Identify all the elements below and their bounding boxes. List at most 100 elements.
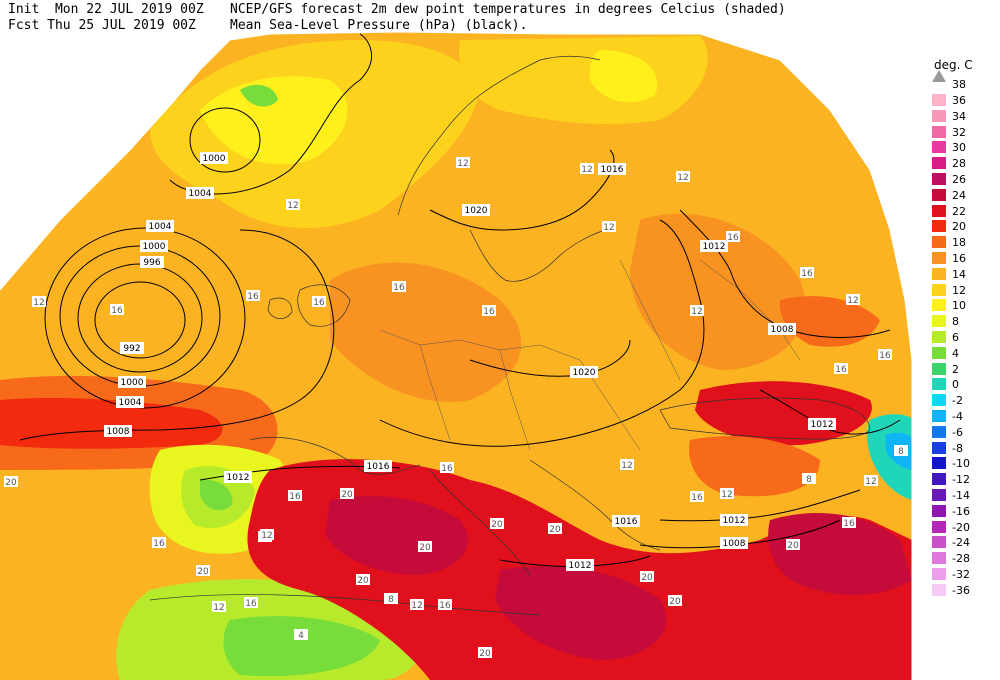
legend-title: deg. C (934, 58, 973, 72)
algeria-interior-dry (223, 616, 380, 677)
legend-swatch (932, 394, 946, 407)
isobar-label-text: 1012 (227, 473, 250, 483)
isobar-low-1004 (44, 227, 246, 409)
faroe-dry-patch (240, 84, 278, 107)
dewpoint-label-text: 12 (677, 173, 688, 183)
baltic-coast (469, 229, 606, 282)
legend-swatch (932, 267, 946, 280)
isobar-label-text: 1020 (465, 206, 488, 216)
dewpoint-label-text: 12 (261, 531, 272, 541)
dewpoint-label: 20 (340, 488, 354, 500)
legend-label: -32 (952, 568, 970, 581)
legend-swatch (932, 457, 946, 470)
dewpoint-label-text: 16 (483, 307, 495, 317)
ionian-humid-core (495, 566, 667, 660)
dewpoint-label-text: 20 (787, 541, 799, 551)
legend-swatch (932, 583, 946, 596)
dewpoint-label-text: 20 (479, 649, 491, 659)
isobar-label: 1020 (462, 204, 490, 216)
dewpoint-label-text: 8 (898, 447, 904, 457)
legend-label: -14 (952, 489, 970, 502)
legend-label: -20 (952, 520, 970, 534)
dewpoint-label-text: 12 (603, 223, 614, 233)
dewpoint-label-text: 20 (357, 576, 369, 586)
dewpoint-label-text: 12 (287, 201, 298, 211)
dewpoint-label: 20 (490, 518, 504, 530)
map-header: Init Mon 22 JUL 2019 00Z NCEP/GFS foreca… (8, 2, 908, 34)
dewpoint-label: 12 (846, 294, 860, 306)
dewpoint-label-text: 20 (419, 543, 431, 553)
dewpoint-label: 12 (456, 157, 470, 169)
dewpoint-label-text: 16 (879, 351, 891, 361)
legend-swatch (932, 425, 946, 438)
border-line-2 (419, 344, 451, 441)
dewpoint-label-text: 16 (801, 269, 813, 279)
dewpoint-label: 16 (842, 517, 856, 529)
isobar-label: 1000 (200, 152, 228, 164)
legend-label: 8 (952, 315, 959, 329)
legend-label: -28 (952, 552, 970, 566)
legend-label: -10 (952, 457, 970, 471)
isobar-label-text: 1016 (615, 517, 638, 527)
isobar-label: 1012 (224, 471, 252, 483)
isobar-label-layer: 1000 1004 1004 1000 996 992 1000 1004 10… (104, 152, 836, 571)
meseta-dry (200, 479, 233, 511)
isobar-low-992 (94, 281, 186, 359)
isobar-label-text: 1004 (189, 189, 212, 199)
isobar-label-text: 1020 (573, 368, 596, 378)
dewpoint-label-text: 16 (245, 599, 257, 609)
legend-swatch (932, 204, 946, 217)
dewpoint-label-text: 16 (111, 306, 123, 316)
isobar-label: 1008 (104, 425, 132, 437)
isobar-label: 1008 (720, 537, 748, 549)
isobar-label: 1016 (598, 163, 626, 175)
britain-outline (297, 284, 351, 327)
dewpoint-label: 8 (894, 445, 908, 457)
dewpoint-label: 16 (152, 537, 166, 549)
legend-label: 4 (952, 346, 959, 360)
legend-swatch (932, 141, 946, 154)
dewpoint-label: 16 (834, 363, 848, 375)
product-subtitle: Mean Sea-Level Pressure (hPa) (black). (230, 18, 528, 33)
legend-swatch (932, 315, 946, 328)
isobar-label: 1012 (720, 514, 748, 526)
dewpoint-label-text: 12 (457, 159, 468, 169)
legend-label: -36 (952, 583, 970, 597)
isobar-label-text: 996 (143, 258, 160, 268)
legend-swatch (932, 109, 946, 122)
dewpoint-label-text: 20 (549, 525, 561, 535)
dewpoint-label-text: 20 (491, 520, 503, 530)
isobar-label: 1012 (808, 418, 836, 430)
dewpoint-label: 16 (288, 490, 302, 502)
dewpoint-label: 12 (864, 475, 878, 487)
dewpoint-label: 16 (438, 599, 452, 611)
dewpoint-label-text: 20 (669, 597, 681, 607)
dewpoint-label: 12 (410, 599, 424, 611)
isobar-label-text: 1004 (149, 222, 172, 232)
dewpoint-label: 20 (668, 595, 682, 607)
dewpoint-label: 4 (294, 629, 308, 641)
legend-swatch (932, 94, 946, 106)
central-europe-humid (330, 262, 522, 402)
dewpoint-label: 20 (356, 574, 370, 586)
anatolia-humid (689, 436, 820, 497)
dewpoint-label-text: 16 (843, 519, 855, 529)
dewpoint-label-text: 12 (581, 165, 592, 175)
isobar-label-text: 1012 (569, 561, 592, 571)
dewpoint-label: 20 (4, 476, 18, 488)
dewpoint-label: 16 (244, 597, 258, 609)
dewpoint-label: 16 (800, 267, 814, 279)
legend-label: 6 (952, 331, 959, 344)
legend-swatch (932, 346, 946, 359)
dewpoint-label: 20 (196, 565, 210, 577)
legend-label: -12 (952, 473, 970, 487)
dewpoint-label-text: 8 (388, 595, 394, 605)
legend-swatch (932, 157, 946, 170)
dewpoint-label: 12 (212, 601, 226, 613)
legend-swatch (932, 504, 946, 517)
product-title: NCEP/GFS forecast 2m dew point temperatu… (230, 2, 786, 17)
dewpoint-label-text: 16 (691, 493, 703, 503)
dewpoint-label: 16 (726, 231, 740, 243)
isobar-label-text: 1008 (723, 539, 746, 549)
forecast-time: Fcst Thu 25 JUL 2019 00Z (8, 18, 196, 33)
